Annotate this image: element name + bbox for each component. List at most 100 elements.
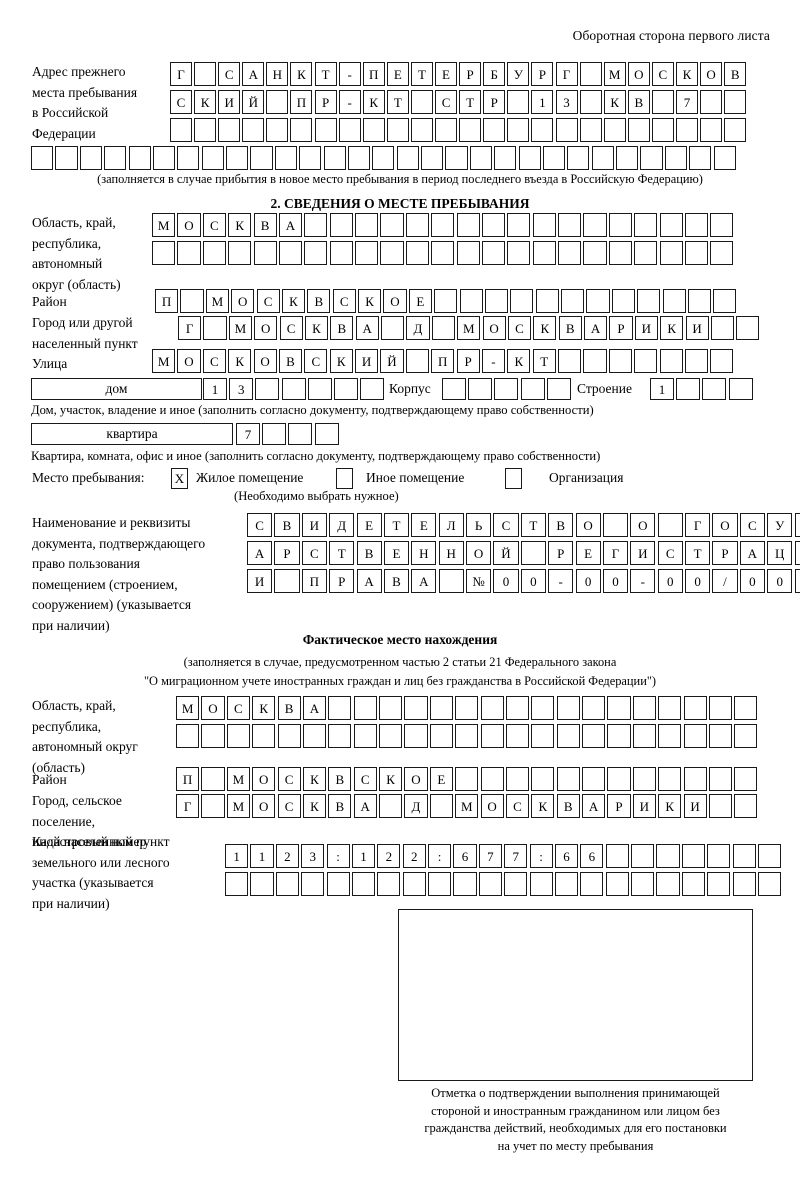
- char-cell[interactable]: [410, 118, 433, 142]
- char-cell[interactable]: [351, 872, 376, 896]
- char-cell[interactable]: [634, 241, 658, 265]
- char-cell[interactable]: М: [226, 794, 250, 818]
- char-cell[interactable]: [478, 872, 502, 896]
- char-cell[interactable]: [518, 146, 541, 170]
- char-cell[interactable]: [326, 872, 350, 896]
- prev-address-row-3[interactable]: [170, 118, 747, 142]
- char-cell[interactable]: Р: [483, 90, 506, 114]
- char-cell[interactable]: [689, 146, 712, 170]
- char-cell[interactable]: В: [548, 513, 574, 537]
- char-cell[interactable]: С: [493, 513, 519, 537]
- char-cell[interactable]: И: [247, 569, 273, 593]
- char-cell[interactable]: А: [356, 569, 382, 593]
- char-cell[interactable]: [579, 90, 602, 114]
- char-cell[interactable]: [505, 724, 530, 748]
- char-cell[interactable]: Е: [435, 62, 458, 86]
- char-cell[interactable]: [757, 872, 782, 896]
- char-cell[interactable]: К: [329, 349, 353, 373]
- char-cell[interactable]: Г: [685, 513, 711, 537]
- char-cell[interactable]: 0: [602, 569, 629, 593]
- char-cell[interactable]: [262, 423, 287, 445]
- char-cell[interactable]: О: [231, 289, 255, 313]
- char-cell[interactable]: [381, 316, 405, 340]
- char-cell[interactable]: О: [482, 316, 506, 340]
- char-cell[interactable]: [676, 378, 701, 400]
- char-cell[interactable]: О: [254, 316, 278, 340]
- char-cell[interactable]: [505, 696, 530, 720]
- char-cell[interactable]: [494, 378, 519, 400]
- char-cell[interactable]: [710, 316, 735, 340]
- char-cell[interactable]: К: [531, 794, 555, 818]
- char-cell[interactable]: Т: [383, 513, 410, 537]
- char-cell[interactable]: [583, 241, 607, 265]
- char-cell[interactable]: [681, 872, 705, 896]
- char-cell[interactable]: [274, 569, 300, 593]
- char-cell[interactable]: [301, 872, 325, 896]
- char-cell[interactable]: С: [247, 513, 273, 537]
- char-cell[interactable]: С: [353, 767, 377, 791]
- char-cell[interactable]: О: [252, 794, 276, 818]
- char-cell[interactable]: [531, 118, 554, 142]
- char-cell[interactable]: Р: [607, 794, 631, 818]
- char-cell[interactable]: Е: [411, 513, 437, 537]
- char-cell[interactable]: [480, 724, 504, 748]
- char-cell[interactable]: [662, 289, 686, 313]
- char-cell[interactable]: С: [277, 794, 301, 818]
- char-cell[interactable]: [535, 289, 559, 313]
- char-cell[interactable]: [656, 872, 680, 896]
- char-cell[interactable]: :: [428, 844, 452, 868]
- char-cell[interactable]: К: [533, 316, 557, 340]
- char-cell[interactable]: Е: [383, 541, 410, 565]
- char-cell[interactable]: [558, 349, 582, 373]
- char-cell[interactable]: [591, 146, 614, 170]
- char-cell[interactable]: 3: [301, 844, 325, 868]
- char-cell[interactable]: [455, 724, 479, 748]
- char-cell[interactable]: [546, 378, 571, 400]
- char-cell[interactable]: С: [256, 289, 280, 313]
- char-cell[interactable]: [556, 767, 580, 791]
- char-cell[interactable]: [602, 513, 629, 537]
- char-cell[interactable]: К: [194, 90, 217, 114]
- char-cell[interactable]: [579, 118, 602, 142]
- char-cell[interactable]: [659, 241, 683, 265]
- char-cell[interactable]: Н: [411, 541, 437, 565]
- char-cell[interactable]: [180, 289, 204, 313]
- char-cell[interactable]: [634, 349, 658, 373]
- char-cell[interactable]: [556, 696, 580, 720]
- char-cell[interactable]: В: [277, 696, 301, 720]
- char-cell[interactable]: В: [556, 794, 580, 818]
- char-cell[interactable]: [274, 146, 297, 170]
- char-cell[interactable]: [631, 872, 655, 896]
- char-cell[interactable]: [434, 289, 458, 313]
- char-cell[interactable]: [438, 569, 464, 593]
- stay-type-option-0-checkbox[interactable]: X: [171, 468, 188, 489]
- char-cell[interactable]: [632, 724, 656, 748]
- stay-type-option-1-checkbox[interactable]: [336, 468, 353, 489]
- char-cell[interactable]: [404, 724, 428, 748]
- char-cell[interactable]: В: [558, 316, 582, 340]
- char-cell[interactable]: [302, 724, 327, 748]
- char-cell[interactable]: С: [202, 213, 226, 237]
- char-cell[interactable]: [329, 213, 353, 237]
- char-cell[interactable]: [480, 767, 504, 791]
- char-cell[interactable]: [453, 872, 477, 896]
- char-cell[interactable]: 7: [236, 423, 260, 445]
- char-cell[interactable]: [658, 724, 682, 748]
- char-cell[interactable]: [713, 146, 736, 170]
- char-cell[interactable]: [681, 844, 705, 868]
- actual-region-row-2[interactable]: [176, 724, 758, 748]
- char-cell[interactable]: Т: [685, 541, 711, 565]
- char-cell[interactable]: Е: [386, 62, 409, 86]
- char-cell[interactable]: [338, 118, 361, 142]
- char-cell[interactable]: [675, 118, 698, 142]
- char-cell[interactable]: [583, 349, 607, 373]
- char-cell[interactable]: [531, 724, 555, 748]
- char-cell[interactable]: -: [548, 569, 574, 593]
- char-cell[interactable]: 1: [225, 844, 249, 868]
- char-cell[interactable]: [152, 241, 176, 265]
- char-cell[interactable]: 0: [493, 569, 519, 593]
- char-cell[interactable]: Н: [266, 62, 289, 86]
